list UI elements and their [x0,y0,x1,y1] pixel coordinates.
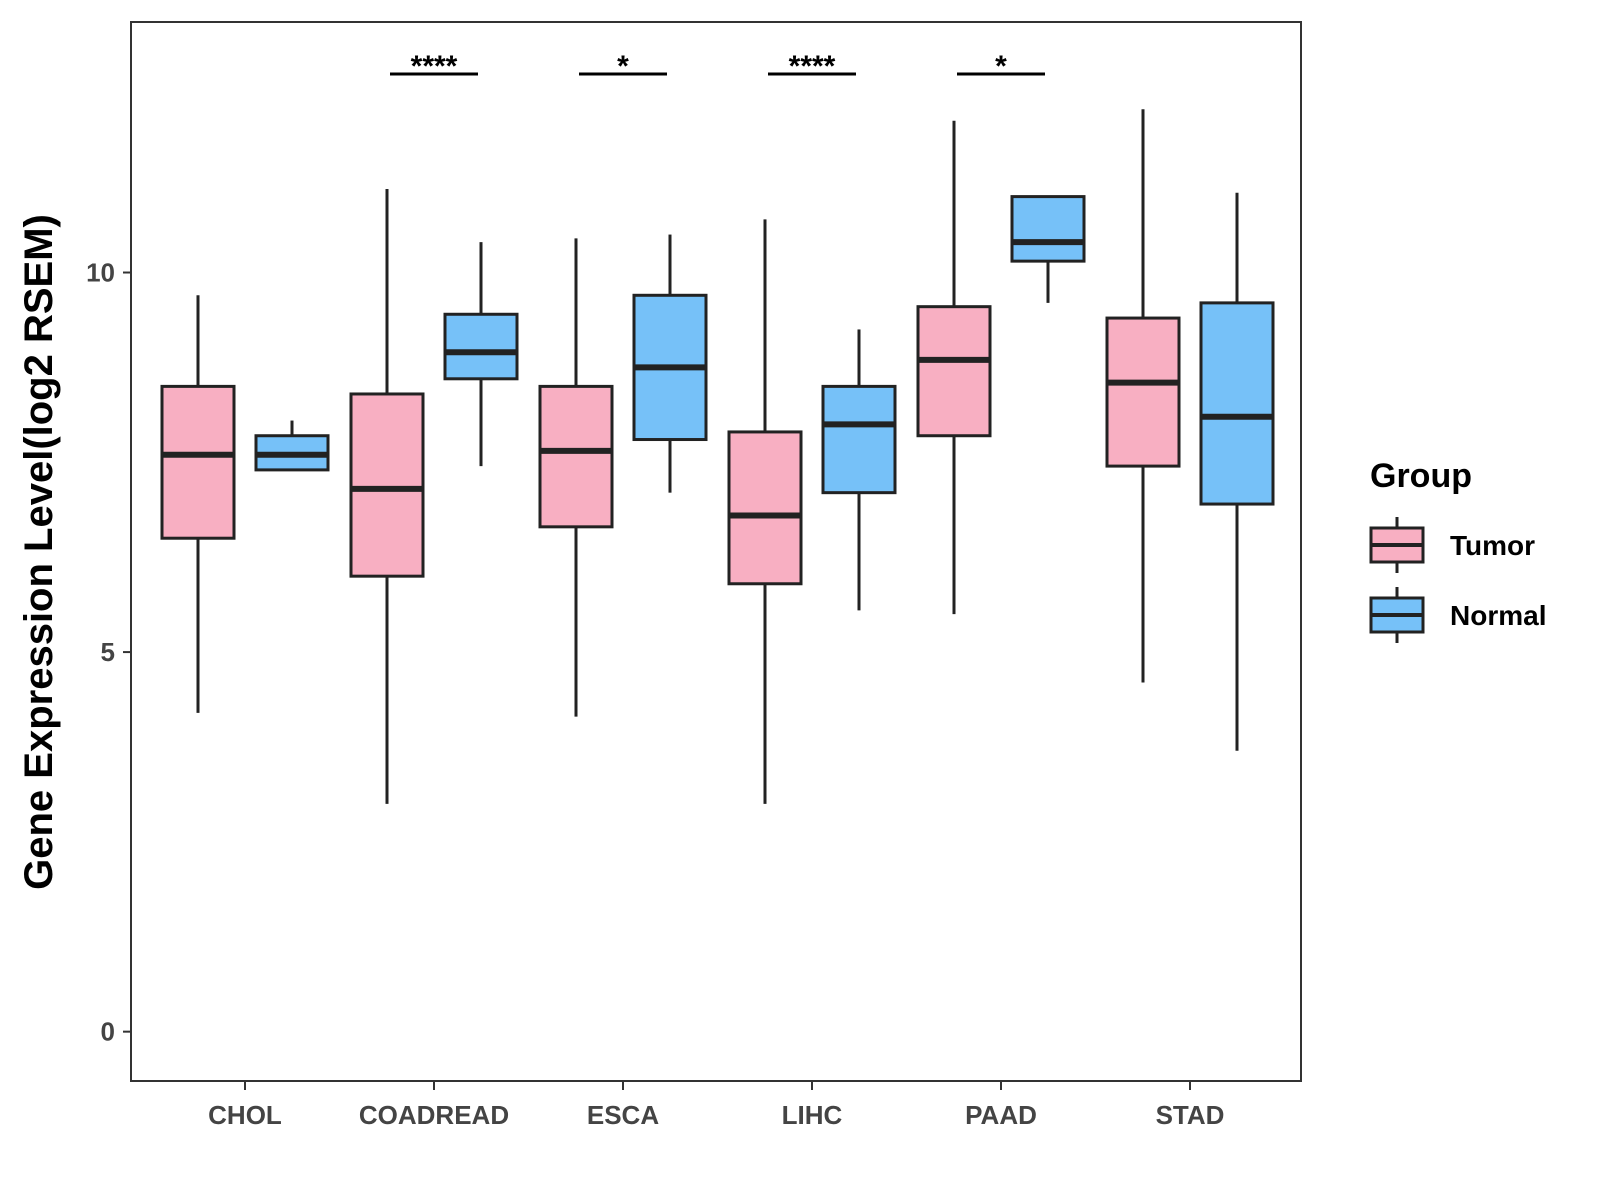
x-tick-label-esca: ESCA [587,1100,659,1130]
significance-lihc: **** [768,50,856,83]
box-tumor-chol [160,295,236,713]
legend-item-normal: Normal [1369,587,1546,643]
x-tick-label-coadread: COADREAD [359,1100,509,1130]
legend-item-tumor: Tumor [1369,517,1535,573]
x-axis: CHOL COADREAD ESCA LIHC PAAD STAD [208,1081,1224,1130]
x-tick-label-paad: PAAD [965,1100,1037,1130]
plot-panel [130,21,1302,1082]
y-axis-title: Gene Expression Level(log2 RSEM) [17,214,61,890]
box-normal-paad [1010,195,1086,303]
box-normal-lihc [821,329,897,611]
x-tick-label-lihc: LIHC [782,1100,843,1130]
box-normal-coadread [443,242,519,467]
box-iqr [1010,195,1086,263]
significance-label: * [995,50,1007,83]
legend: Group Tumor Normal [1369,457,1546,643]
legend-label-normal: Normal [1450,600,1546,631]
y-tick-label: 10 [86,258,115,288]
box-tumor-stad [1105,109,1181,683]
legend-title: Group [1370,457,1472,495]
significance-label: * [617,50,629,83]
significance-annotations: **** * **** * [390,50,1045,83]
box-tumor-paad [916,120,992,615]
box-iqr [1199,301,1275,506]
y-axis: 0 5 10 [86,258,131,1047]
significance-paad: * [957,50,1045,83]
y-tick-label: 0 [101,1017,115,1047]
box-iqr [727,430,803,586]
box-iqr [443,312,519,381]
box-normal-esca [632,234,708,493]
y-tick-label: 5 [101,637,115,667]
box-tumor-esca [538,238,614,717]
box-tumor-lihc [727,219,803,804]
x-tick-label-chol: CHOL [208,1100,282,1130]
x-tick-label-stad: STAD [1156,1100,1225,1130]
box-iqr [916,305,992,438]
box-iqr [1105,316,1181,468]
significance-coadread: **** [390,50,478,83]
significance-label: **** [789,50,836,83]
box-iqr [349,392,425,578]
significance-esca: * [579,50,667,83]
box-iqr [538,384,614,529]
significance-label: **** [411,50,458,83]
box-iqr [821,384,897,495]
box-normal-chol [254,420,330,472]
box-iqr [160,384,236,540]
box-normal-stad [1199,192,1275,751]
boxes [160,109,1275,804]
legend-label-tumor: Tumor [1450,530,1535,561]
box-tumor-coadread [349,189,425,804]
